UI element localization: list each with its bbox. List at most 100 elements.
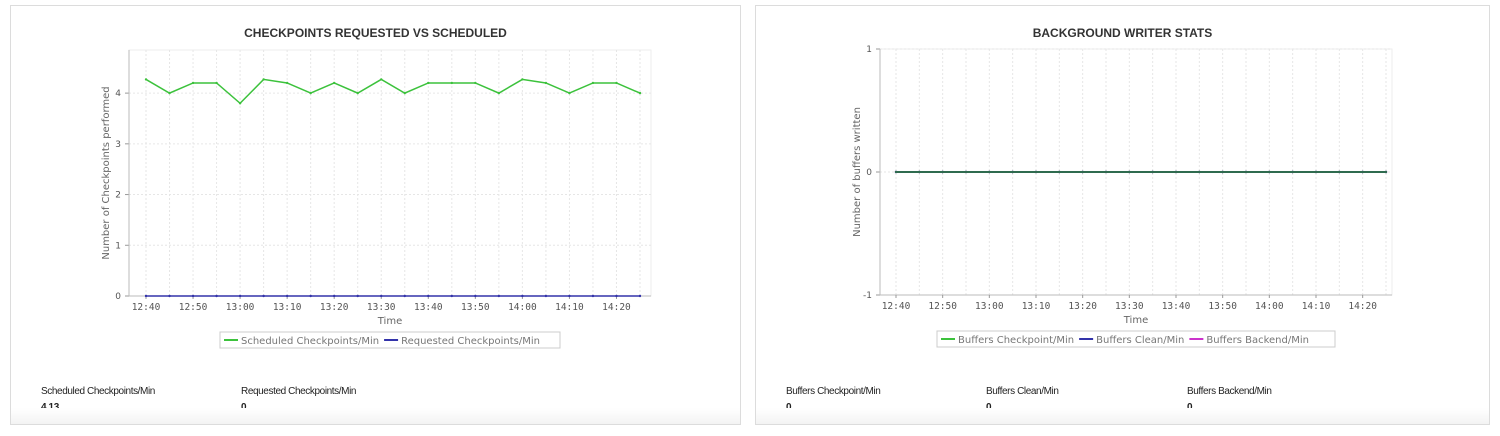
data-point [427,81,430,85]
x-tick-label: 14:10 [555,302,584,313]
data-point [497,91,501,95]
x-tick-label: 13:30 [367,302,396,313]
checkpoints-chart: 0 1 2 3 4 12:40 12:50 13:00 13:10 13:20 13:30 13:40… [101,49,652,349]
data-point [450,294,454,298]
series-line [145,78,641,105]
data-point [427,294,430,298]
data-point [1034,170,1038,174]
data-point [1221,170,1224,174]
data-point [380,78,383,81]
y-tick-label: 4 [115,89,121,99]
x-tick-label: 14:00 [508,302,537,313]
bgwriter-chart: -1 0 1 12:40 12:50 13:00 13:10 13:20 13:30 13:40 1… [852,45,1393,348]
data-point [615,294,618,298]
x-tick-label: 14:10 [1302,301,1331,312]
data-point [544,294,548,298]
legend-label: Requested Checkpoints/Min [401,336,540,347]
data-point [1128,170,1131,174]
y-tick-label: 0 [866,168,872,178]
x-tick-label: 12:40 [882,301,911,312]
data-point [309,91,312,95]
data-point [568,294,571,298]
data-point [591,294,595,298]
y-tick-label: 3 [115,140,121,150]
data-point [638,294,642,298]
x-axis-label: Time [1123,315,1148,326]
data-point [285,81,289,85]
data-point [144,294,148,298]
stat-value: 0 [241,402,356,413]
data-point [1244,170,1248,174]
stat-label: Buffers Clean/Min [986,386,1059,397]
x-tick-label: 14:00 [1255,301,1284,312]
x-tick-label: 13:20 [1068,301,1097,312]
stat-value: 0 [986,402,1059,413]
data-point [450,81,454,85]
stat-value: 4.13 [41,402,155,413]
data-point [474,294,477,298]
data-point [988,170,991,174]
data-point [1011,170,1014,174]
data-point [168,294,171,298]
data-point [1291,170,1294,174]
stat-value: 0 [786,402,880,413]
data-point [215,294,218,298]
x-tick-label: 12:50 [928,301,957,312]
data-point [941,170,944,174]
data-point [144,78,148,81]
data-point [521,78,524,81]
data-point [262,78,265,81]
data-point [474,81,477,85]
data-point [285,294,289,298]
bgwriter-panel: BACKGROUND WRITER STATS -1 0 1 12:40 12:50 13… [755,5,1490,425]
x-tick-label: 12:40 [132,302,161,313]
data-point [356,91,359,95]
stat-buffers-backend: Buffers Backend/Min 0 [1187,386,1272,413]
data-point [894,170,898,174]
data-point [544,81,548,85]
legend-label: Buffers Clean/Min [1096,335,1184,346]
x-tick-label: 14:20 [602,302,631,313]
checkpoints-panel: CHECKPOINTS REQUESTED VS SCHEDULED 0 1 2 3 4… [10,5,741,425]
data-point [918,170,921,174]
data-point [238,102,242,105]
data-point [1058,170,1061,174]
data-point [964,170,968,174]
x-tick-label: 14:20 [1348,301,1377,312]
data-point [191,294,195,298]
stat-requested: Requested Checkpoints/Min 0 [241,386,356,413]
data-point [403,91,406,95]
data-point [1081,170,1084,174]
stat-value: 0 [1187,402,1272,413]
data-point [521,294,524,298]
data-point [568,91,571,95]
stat-label: Requested Checkpoints/Min [241,386,357,397]
stat-buffers-clean: Buffers Clean/Min 0 [986,386,1059,413]
data-point [638,91,642,95]
data-point [591,81,595,85]
y-axis-label: Number of Checkpoints performed [101,86,112,259]
chart-title: BACKGROUND WRITER STATS [1032,26,1213,40]
stat-buffers-checkpoint: Buffers Checkpoint/Min 0 [786,386,881,413]
data-point [1198,170,1201,174]
x-tick-label: 13:20 [320,302,349,313]
data-point [403,294,406,298]
x-tick-label: 13:50 [461,302,490,313]
stat-label: Scheduled Checkpoints/Min [41,386,155,397]
x-axis-label: Time [377,316,402,327]
x-tick-label: 13:10 [273,302,302,313]
data-point [1338,170,1341,174]
x-tick-label: 13:40 [1162,301,1191,312]
x-tick-label: 13:00 [226,302,255,313]
data-point [238,294,242,298]
stat-scheduled: Scheduled Checkpoints/Min 4.13 [41,386,155,413]
data-point [332,81,336,85]
data-point [332,294,336,298]
x-tick-label: 13:40 [414,302,443,313]
data-point [262,294,265,298]
y-tick-label: -1 [863,291,872,301]
data-point [1104,170,1108,174]
y-axis-label: Number of buffers written [852,107,863,237]
stat-label: Buffers Checkpoint/Min [786,386,881,397]
data-point [1268,170,1271,174]
